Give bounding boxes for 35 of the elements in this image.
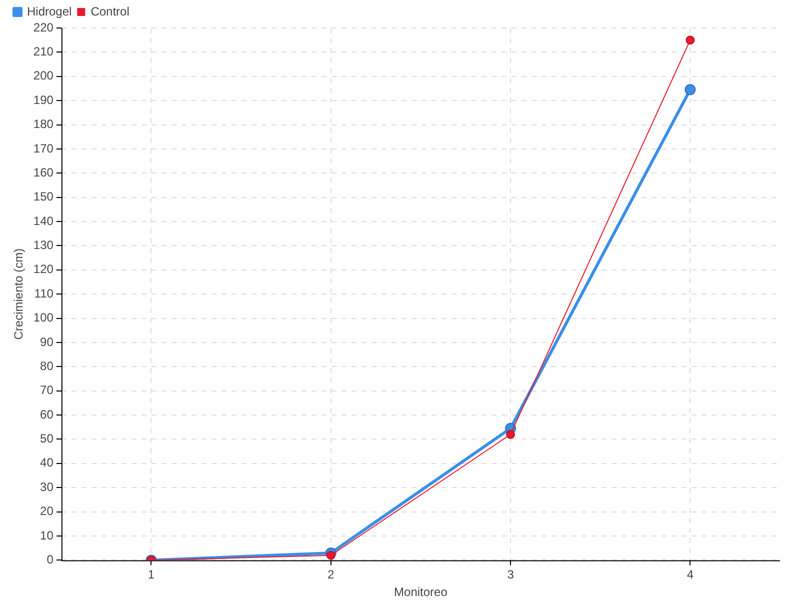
y-tick-label: 70 [40, 383, 54, 398]
y-tick-label: 220 [33, 20, 54, 34]
y-tick-label: 50 [40, 432, 54, 446]
legend-label: Hidrogel [27, 4, 72, 18]
y-tick-label: 120 [33, 262, 54, 276]
point [686, 36, 695, 45]
x-tick-label: 2 [328, 568, 335, 582]
y-tick-label: 200 [33, 68, 54, 83]
y-tick-label: 190 [33, 92, 54, 107]
y-tick-label: 130 [33, 238, 54, 252]
y-tick-label: 160 [33, 165, 54, 180]
y-tick-label: 20 [40, 504, 54, 518]
point [326, 550, 336, 560]
x-axis-title: Monitoreo [394, 585, 448, 600]
y-tick-label: 140 [33, 214, 54, 228]
y-tick-label: 30 [40, 480, 54, 494]
y-tick-label: 0 [46, 552, 54, 567]
y-tick-label: 60 [40, 407, 54, 422]
y-axis-title: Crecimiento (cm) [12, 248, 26, 340]
y-tick-label: 170 [33, 141, 54, 156]
x-tick-label: 4 [686, 568, 694, 582]
y-tick-label: 40 [40, 456, 54, 470]
y-tick-label: 110 [34, 286, 54, 300]
y-tick-label: 90 [40, 334, 54, 349]
legend-label: Control [90, 4, 130, 18]
y-tick-label: 150 [33, 190, 54, 204]
y-tick-label: 180 [33, 117, 54, 132]
x-tick-label: 1 [148, 568, 155, 582]
y-tick-label: 80 [40, 358, 54, 373]
x-tick-label: 3 [507, 568, 514, 582]
point [506, 430, 516, 439]
y-tick-label: 10 [40, 528, 54, 542]
point [684, 84, 696, 96]
y-tick-label: 100 [33, 310, 54, 325]
y-tick-label: 210 [33, 44, 54, 59]
